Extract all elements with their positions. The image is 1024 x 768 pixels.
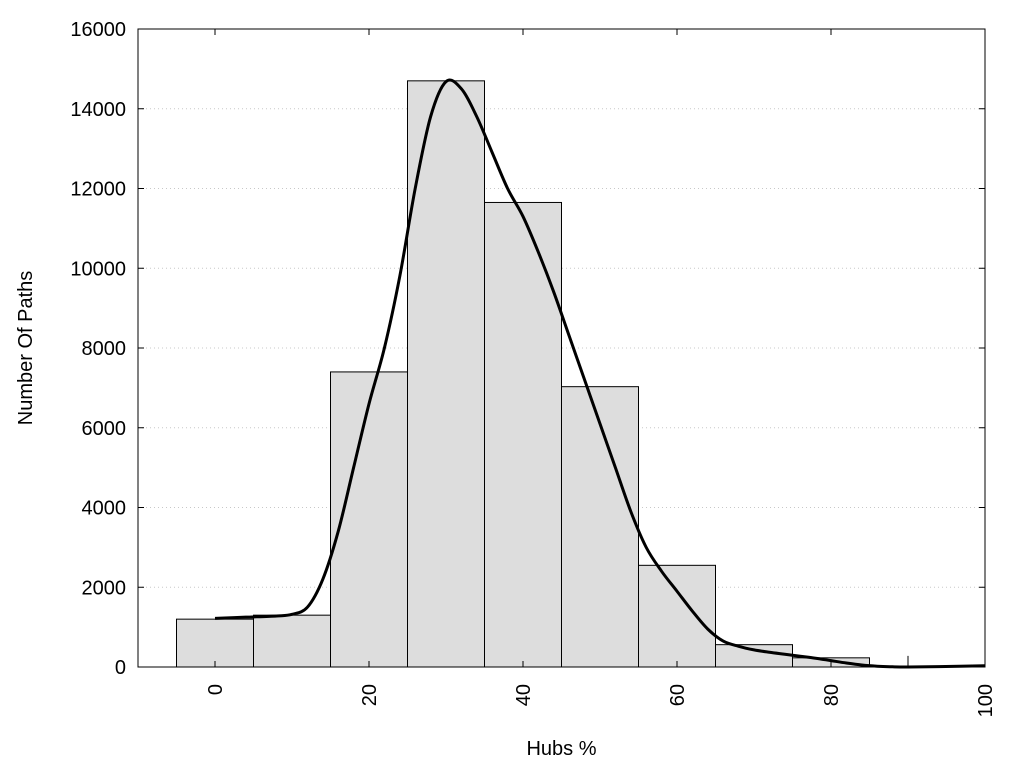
histogram-bar	[638, 564, 716, 668]
y-tick-label: 16000	[70, 19, 126, 41]
histogram-bar	[561, 386, 639, 668]
x-axis-ticks: 0 20 40 60 80 100	[205, 29, 997, 717]
y-tick-label: 12000	[70, 179, 126, 201]
histogram-bar	[407, 80, 485, 668]
x-tick-label: 60	[667, 684, 689, 706]
y-axis-ticks: 0 2000 4000 6000 8000 10000 12000 14000 16000	[70, 19, 985, 679]
histogram-bar	[330, 371, 408, 668]
y-tick-label: 8000	[82, 338, 127, 360]
y-tick-label: 14000	[70, 99, 126, 121]
histogram-bar	[715, 644, 793, 668]
x-tick-label: 100	[975, 684, 997, 717]
density-curve	[214, 78, 986, 669]
y-tick-label: 0	[115, 657, 126, 679]
histogram-bars	[176, 80, 909, 668]
x-axis-title: Hubs %	[526, 738, 596, 760]
y-tick-label: 4000	[82, 498, 127, 520]
density-curve-group	[214, 78, 986, 669]
histogram-bar	[484, 201, 562, 668]
y-tick-label: 6000	[82, 418, 127, 440]
x-tick-label: 40	[513, 684, 535, 706]
x-tick-label: 20	[359, 684, 381, 706]
x-tick-label: 80	[821, 684, 843, 706]
x-tick-label: 0	[205, 684, 227, 695]
y-tick-label: 10000	[70, 258, 126, 280]
y-tick-label: 2000	[82, 577, 127, 599]
histogram-bar	[176, 618, 254, 668]
histogram-bar	[253, 614, 331, 668]
y-axis-title: Number Of Paths	[15, 271, 37, 426]
